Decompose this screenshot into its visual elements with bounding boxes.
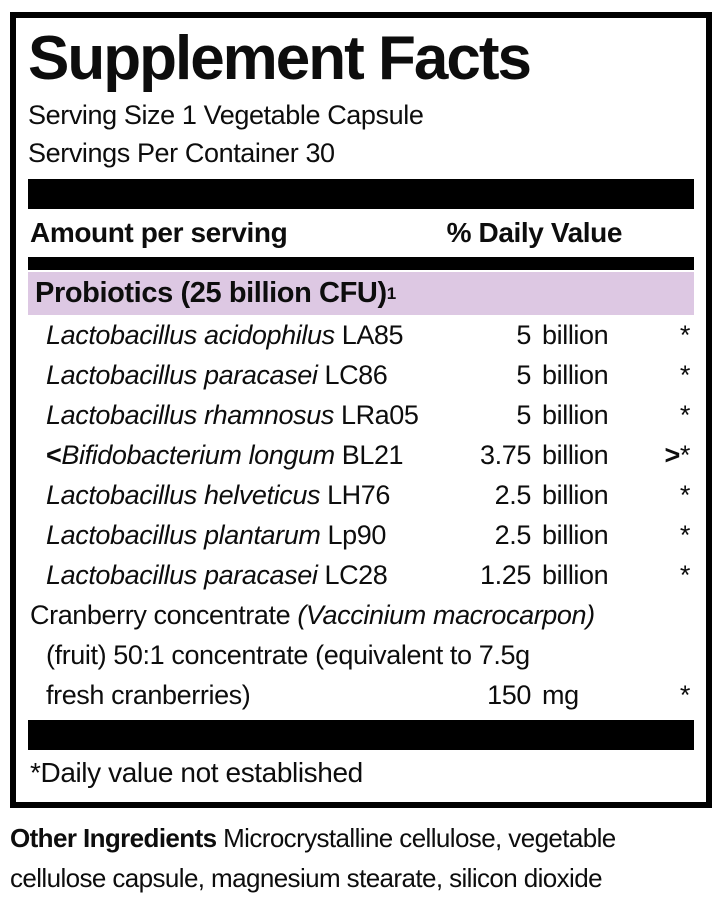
daily-value-cell: * <box>634 560 694 591</box>
species-name: Lactobacillus helveticus <box>46 479 321 510</box>
panel-title: Supplement Facts <box>28 24 532 93</box>
species-name: Lactobacillus paracasei <box>46 359 318 390</box>
supplement-facts-panel: Supplement Facts Serving Size 1 Vegetabl… <box>10 12 712 808</box>
amount-cell: 3.75 billion <box>459 440 634 471</box>
amount-value: 2.5 <box>494 519 532 550</box>
amount-cell: 150 mg <box>459 680 634 711</box>
probiotics-group-header: Probiotics (25 billion CFU) 1 <box>28 272 694 315</box>
ingredient-name: <Bifidobacterium longum BL21 <box>28 440 459 471</box>
cranberry-line-3-text: fresh cranberries) <box>46 679 251 710</box>
ingredient-row: Lactobacillus helveticus LH76 2.5 billion … <box>28 475 694 515</box>
right-angle-icon: > <box>664 439 681 470</box>
asterisk: * <box>679 679 691 710</box>
ingredient-row: Lactobacillus paracasei LC28 1.25 billion … <box>28 555 694 595</box>
amount-value: 5 <box>516 359 531 390</box>
ingredient-row: Lactobacillus plantarum Lp90 2.5 billion * <box>28 515 694 555</box>
other-ingredients-line-1: Other Ingredients Microcrystalline cellu… <box>10 818 716 858</box>
divider-bar-thick-bottom <box>28 720 694 750</box>
asterisk: * <box>679 559 691 590</box>
asterisk: * <box>679 439 691 470</box>
daily-value-cell: >* <box>634 440 694 471</box>
amount-unit: billion <box>542 359 609 390</box>
species-name: Lactobacillus acidophilus <box>46 319 335 350</box>
ingredient-row: Lactobacillus rhamnosus LRa05 5 billion * <box>28 395 694 435</box>
daily-value-cell: * <box>634 520 694 551</box>
ingredient-row: Lactobacillus paracasei LC86 5 billion * <box>28 355 694 395</box>
asterisk: * <box>679 519 691 550</box>
strain-code: LA85 <box>341 319 404 350</box>
daily-value-cell: * <box>634 680 694 711</box>
amount-value: 150 <box>487 679 531 710</box>
other-ingredients-section: Other Ingredients Microcrystalline cellu… <box>10 818 716 898</box>
divider-bar-thick-top <box>28 179 694 209</box>
amount-unit: billion <box>542 319 609 350</box>
ingredient-row: Lactobacillus acidophilus LA85 5 billion * <box>28 315 694 355</box>
asterisk: * <box>679 399 691 430</box>
servings-per-container-line: Servings Per Container 30 <box>28 138 335 168</box>
amount-value: 1.25 <box>480 559 531 590</box>
asterisk: * <box>679 479 691 510</box>
asterisk: * <box>679 319 691 350</box>
amount-unit: billion <box>542 399 609 430</box>
amount-cell: 2.5 billion <box>459 520 634 551</box>
amount-unit: billion <box>542 479 609 510</box>
daily-value-cell: * <box>634 360 694 391</box>
ingredient-row: <Bifidobacterium longum BL21 3.75 billion … <box>28 435 694 475</box>
cranberry-line-2: (fruit) 50:1 concentrate (equivalent to … <box>46 640 530 670</box>
ingredient-name: Lactobacillus rhamnosus LRa05 <box>28 400 459 431</box>
left-angle-icon: < <box>46 439 62 470</box>
amount-unit: billion <box>542 559 609 590</box>
serving-size-line: Serving Size 1 Vegetable Capsule <box>28 100 424 130</box>
amount-cell: 5 billion <box>459 400 634 431</box>
daily-value-cell: * <box>634 400 694 431</box>
strain-code: LC86 <box>324 359 388 390</box>
probiotics-group-label: Probiotics (25 billion CFU) <box>35 277 387 309</box>
amount-value: 5 <box>516 319 531 350</box>
daily-value-column-header: % Daily Value <box>446 217 623 248</box>
amount-column-header: Amount per serving <box>30 217 288 248</box>
ingredient-name: Lactobacillus acidophilus LA85 <box>28 320 459 351</box>
other-ingredients-text-1: Microcrystalline cellulose, vegetable <box>216 823 616 853</box>
strain-code: BL21 <box>341 439 404 470</box>
strain-code: LRa05 <box>340 399 419 430</box>
ingredient-name: Lactobacillus plantarum Lp90 <box>28 520 459 551</box>
daily-value-footnote: *Daily value not established <box>30 757 363 788</box>
amount-cell: 5 billion <box>459 320 634 351</box>
species-name: Lactobacillus rhamnosus <box>46 399 334 430</box>
other-ingredients-line-2: cellulose capsule, magnesium stearate, s… <box>10 863 603 893</box>
divider-bar-thin <box>28 257 694 270</box>
strain-code: Lp90 <box>327 519 386 550</box>
cranberry-latin-name: (Vaccinium macrocarpon) <box>297 600 595 630</box>
amount-value: 2.5 <box>494 479 532 510</box>
cranberry-name: Cranberry concentrate <box>30 600 298 630</box>
amount-value: 3.75 <box>480 439 531 470</box>
column-header-row: Amount per serving % Daily Value <box>28 209 694 257</box>
species-name: Lactobacillus paracasei <box>46 559 318 590</box>
species-name: Lactobacillus plantarum <box>46 519 321 550</box>
daily-value-cell: * <box>634 480 694 511</box>
amount-unit: billion <box>542 439 609 470</box>
cranberry-line-3: fresh cranberries) 150 mg * <box>28 675 694 715</box>
amount-unit: billion <box>542 519 609 550</box>
ingredient-name: Lactobacillus paracasei LC28 <box>28 560 459 591</box>
ingredient-name: Lactobacillus helveticus LH76 <box>28 480 459 511</box>
amount-unit: mg <box>542 679 579 710</box>
strain-code: LH76 <box>327 479 391 510</box>
amount-cell: 5 billion <box>459 360 634 391</box>
amount-cell: 2.5 billion <box>459 480 634 511</box>
amount-value: 5 <box>516 399 531 430</box>
daily-value-cell: * <box>634 320 694 351</box>
amount-cell: 1.25 billion <box>459 560 634 591</box>
ingredient-name: Lactobacillus paracasei LC86 <box>28 360 459 391</box>
cranberry-line-1: Cranberry concentrate (Vaccinium macroca… <box>28 595 694 635</box>
asterisk: * <box>679 359 691 390</box>
species-name: Bifidobacterium longum <box>61 439 335 470</box>
strain-code: LC28 <box>324 559 388 590</box>
other-ingredients-label: Other Ingredients <box>10 823 217 853</box>
